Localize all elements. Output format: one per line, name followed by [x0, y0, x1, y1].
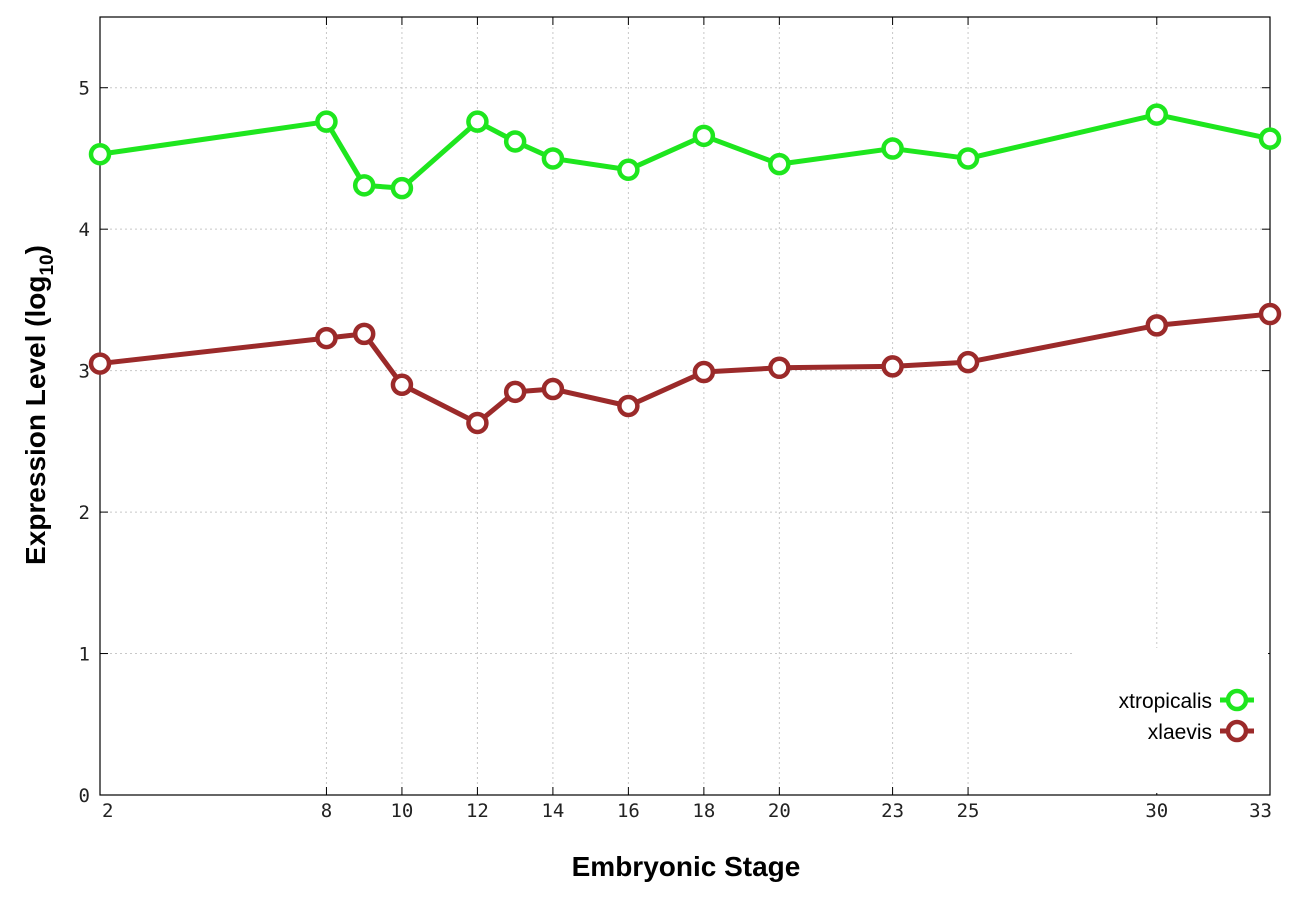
y-tick-label: 0 [79, 785, 90, 807]
data-point-xtropicalis [541, 147, 565, 170]
legend-marker-xtropicalis [1225, 688, 1249, 712]
plot-frame [99, 16, 1271, 796]
series-line-xtropicalis [97, 112, 1273, 191]
x-tick-label: 23 [881, 800, 904, 822]
y-tick-label: 4 [79, 219, 90, 241]
y-axis-title-main: Expression Level (log [20, 276, 51, 565]
data-point-xtropicalis [956, 147, 980, 170]
data-point-xlaevis [617, 394, 640, 418]
data-point-xtropicalis [768, 152, 791, 176]
x-tick-label: 20 [768, 800, 791, 822]
data-point-xlaevis [315, 326, 338, 350]
x-tick-label: 8 [321, 800, 332, 822]
x-tick-label: 2 [102, 800, 113, 822]
y-tick-label: 3 [79, 361, 90, 383]
y-tick-label: 2 [79, 502, 90, 524]
series-xlaevis [88, 302, 1282, 435]
x-tick-label: 18 [692, 800, 715, 822]
data-point-xlaevis [956, 350, 980, 374]
legend-marker-xlaevis [1225, 719, 1249, 743]
data-point-xtropicalis [390, 176, 414, 200]
series-line-xlaevis [97, 311, 1273, 426]
data-point-xlaevis [390, 373, 414, 397]
data-point-xlaevis [1258, 302, 1282, 326]
data-point-xlaevis [88, 352, 112, 375]
data-point-xlaevis [352, 322, 376, 346]
legend: xtropicalis xlaevis [1072, 648, 1268, 793]
data-point-xlaevis [541, 377, 565, 401]
y-tick-label: 1 [79, 644, 90, 666]
y-axis-title-close: ) [20, 245, 51, 254]
data-point-xtropicalis [1145, 103, 1169, 126]
legend-entry-xlaevis: xlaevis [1148, 719, 1254, 744]
data-point-xtropicalis [88, 142, 112, 166]
data-point-xtropicalis [692, 124, 716, 148]
x-tick-label: 30 [1145, 800, 1168, 822]
data-point-xtropicalis [466, 110, 489, 133]
x-axis-title: Embryonic Stage [572, 851, 801, 882]
x-tick-label: 33 [1249, 800, 1272, 822]
x-tick-label: 10 [390, 800, 413, 822]
data-point-xtropicalis [352, 174, 376, 197]
legend-label-xlaevis: xlaevis [1148, 721, 1212, 744]
x-tick-label: 25 [957, 800, 980, 822]
y-axis-title: Expression Level (log10) [20, 245, 58, 565]
data-point-xlaevis [503, 380, 527, 404]
data-point-xlaevis [692, 360, 716, 384]
data-point-xtropicalis [503, 130, 527, 153]
y-axis-tick-labels: 0 1 2 3 4 5 [79, 78, 90, 807]
data-point-xtropicalis [617, 158, 640, 182]
series-layer [88, 103, 1282, 435]
legend-label-xtropicalis: xtropicalis [1119, 690, 1212, 713]
series-xtropicalis [88, 103, 1282, 200]
x-tick-label: 14 [541, 800, 564, 822]
data-point-xlaevis [1145, 314, 1169, 337]
data-point-xtropicalis [1258, 127, 1282, 150]
x-axis-tick-labels: 2 8 10 12 14 16 18 20 23 25 30 33 [102, 800, 1272, 822]
data-point-xtropicalis [881, 137, 904, 160]
y-tick-label: 5 [79, 78, 90, 100]
data-point-xlaevis [881, 355, 904, 378]
data-point-xlaevis [768, 356, 791, 380]
data-point-xtropicalis [315, 110, 338, 133]
y-axis-title-sub: 10 [37, 254, 58, 275]
x-tick-label: 12 [466, 800, 489, 822]
x-tick-label: 16 [617, 800, 640, 822]
legend-entry-xtropicalis: xtropicalis [1119, 688, 1254, 713]
data-point-xlaevis [466, 411, 489, 435]
